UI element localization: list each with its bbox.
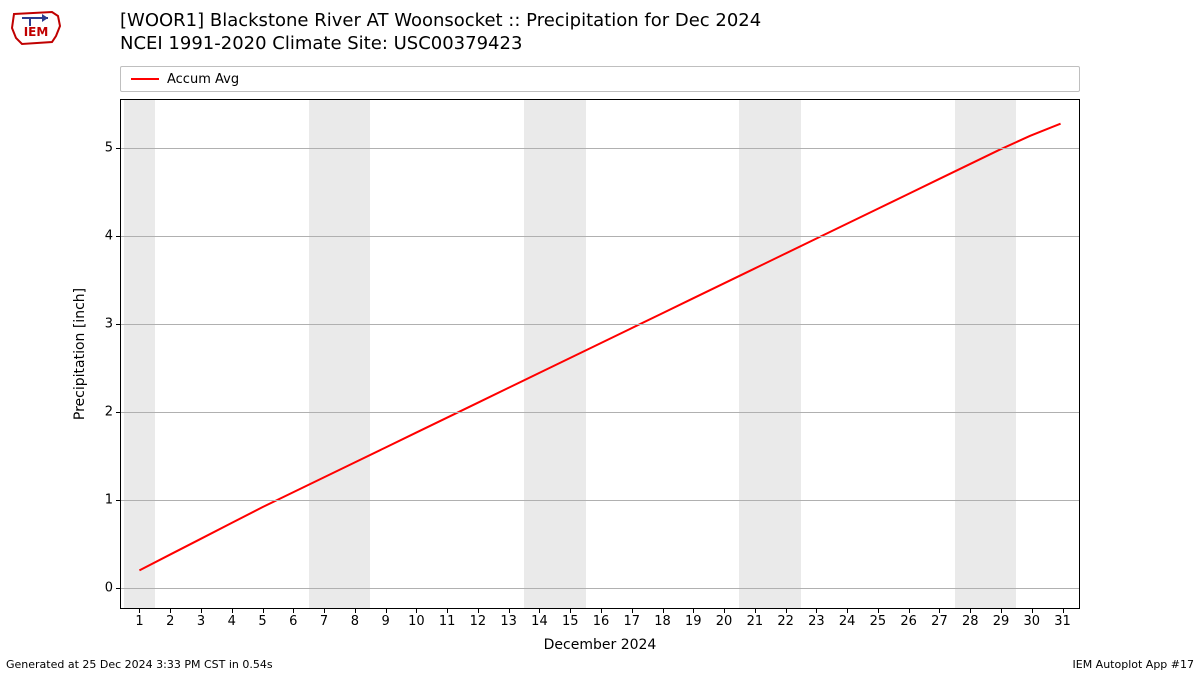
- y-tick-label: 4: [105, 229, 113, 244]
- x-tick-mark: [878, 608, 879, 613]
- x-tick-label: 6: [289, 614, 297, 629]
- y-tick-mark: [116, 236, 121, 237]
- x-tick-mark: [816, 608, 817, 613]
- y-tick-label: 3: [105, 317, 113, 332]
- x-tick-mark: [601, 608, 602, 613]
- x-tick-mark: [909, 608, 910, 613]
- x-tick-mark: [724, 608, 725, 613]
- plot-area: 0123451234567891011121314151617181920212…: [120, 99, 1080, 609]
- x-tick-mark: [355, 608, 356, 613]
- x-tick-label: 17: [623, 614, 640, 629]
- grid-line: [121, 588, 1079, 589]
- x-axis-title: December 2024: [544, 637, 657, 653]
- x-tick-mark: [201, 608, 202, 613]
- x-tick-mark: [447, 608, 448, 613]
- svg-text:IEM: IEM: [24, 25, 49, 39]
- iem-logo-icon: IEM: [8, 6, 64, 48]
- x-tick-label: 2: [166, 614, 174, 629]
- x-tick-label: 18: [654, 614, 671, 629]
- x-tick-label: 24: [839, 614, 856, 629]
- x-tick-label: 10: [408, 614, 425, 629]
- x-tick-label: 8: [351, 614, 359, 629]
- x-tick-label: 16: [593, 614, 610, 629]
- y-tick-label: 2: [105, 405, 113, 420]
- x-tick-mark: [170, 608, 171, 613]
- x-tick-mark: [939, 608, 940, 613]
- y-tick-mark: [116, 500, 121, 501]
- x-tick-mark: [139, 608, 140, 613]
- x-tick-label: 7: [320, 614, 328, 629]
- legend-swatch: [131, 78, 159, 80]
- y-tick-label: 0: [105, 581, 113, 596]
- grid-line: [121, 412, 1079, 413]
- y-tick-mark: [116, 324, 121, 325]
- chart-title-line2: NCEI 1991-2020 Climate Site: USC00379423: [120, 33, 761, 56]
- x-tick-label: 13: [500, 614, 517, 629]
- x-tick-label: 19: [685, 614, 702, 629]
- y-tick-mark: [116, 588, 121, 589]
- x-tick-label: 25: [870, 614, 887, 629]
- x-tick-mark: [509, 608, 510, 613]
- x-tick-mark: [786, 608, 787, 613]
- x-tick-mark: [293, 608, 294, 613]
- x-tick-label: 11: [439, 614, 456, 629]
- x-tick-label: 23: [808, 614, 825, 629]
- x-tick-mark: [1032, 608, 1033, 613]
- x-tick-label: 15: [562, 614, 579, 629]
- x-tick-label: 22: [777, 614, 794, 629]
- footer-generated-text: Generated at 25 Dec 2024 3:33 PM CST in …: [6, 658, 273, 671]
- x-tick-label: 31: [1054, 614, 1071, 629]
- series-layer: [121, 100, 1079, 608]
- x-tick-label: 3: [197, 614, 205, 629]
- legend-label: Accum Avg: [167, 72, 239, 87]
- series-line: [139, 124, 1060, 571]
- y-axis-title: Precipitation [inch]: [72, 288, 88, 420]
- x-tick-mark: [386, 608, 387, 613]
- x-tick-mark: [755, 608, 756, 613]
- x-tick-label: 28: [962, 614, 979, 629]
- x-tick-label: 29: [993, 614, 1010, 629]
- footer-app-text: IEM Autoplot App #17: [1073, 658, 1195, 671]
- x-tick-label: 27: [931, 614, 948, 629]
- grid-line: [121, 500, 1079, 501]
- x-tick-mark: [970, 608, 971, 613]
- grid-line: [121, 324, 1079, 325]
- x-tick-label: 5: [258, 614, 266, 629]
- x-tick-label: 30: [1023, 614, 1040, 629]
- x-tick-label: 4: [228, 614, 236, 629]
- x-tick-mark: [324, 608, 325, 613]
- x-tick-label: 1: [135, 614, 143, 629]
- x-tick-mark: [693, 608, 694, 613]
- grid-line: [121, 148, 1079, 149]
- x-tick-mark: [1001, 608, 1002, 613]
- y-tick-label: 5: [105, 141, 113, 156]
- y-tick-label: 1: [105, 493, 113, 508]
- x-tick-mark: [478, 608, 479, 613]
- x-tick-mark: [232, 608, 233, 613]
- x-tick-mark: [632, 608, 633, 613]
- x-tick-mark: [847, 608, 848, 613]
- x-tick-mark: [570, 608, 571, 613]
- x-tick-label: 12: [470, 614, 487, 629]
- x-tick-label: 9: [381, 614, 389, 629]
- x-tick-mark: [1063, 608, 1064, 613]
- x-tick-mark: [263, 608, 264, 613]
- x-tick-label: 21: [747, 614, 764, 629]
- chart-title-line1: [WOOR1] Blackstone River AT Woonsocket :…: [120, 10, 761, 33]
- x-tick-mark: [663, 608, 664, 613]
- chart-title: [WOOR1] Blackstone River AT Woonsocket :…: [120, 10, 761, 55]
- y-tick-mark: [116, 148, 121, 149]
- x-tick-label: 20: [716, 614, 733, 629]
- legend: Accum Avg: [120, 66, 1080, 92]
- x-tick-label: 26: [900, 614, 917, 629]
- x-tick-mark: [539, 608, 540, 613]
- x-tick-mark: [416, 608, 417, 613]
- y-tick-mark: [116, 412, 121, 413]
- x-tick-label: 14: [531, 614, 548, 629]
- grid-line: [121, 236, 1079, 237]
